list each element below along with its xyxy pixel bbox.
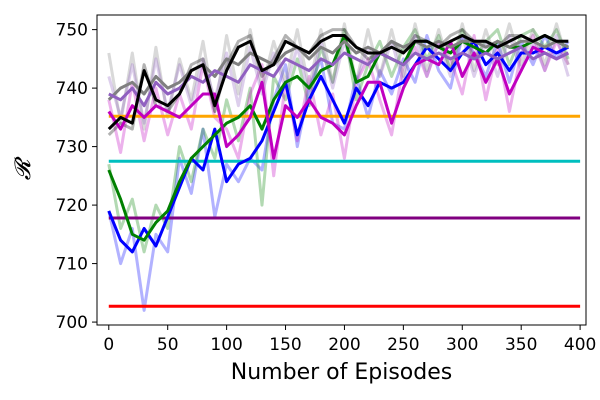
x-tick-label: 300 [446,335,478,355]
series-line-2 [107,39,569,160]
y-tick-label: 720 [56,196,88,216]
baseline-layer [108,114,581,308]
x-tick-label: 100 [210,335,242,355]
y-axis-label: 𝓡 [11,156,36,180]
x-axis-label: Number of Episodes [231,360,452,385]
x-tick-label: 350 [505,335,537,355]
x-tick-label: 150 [269,335,301,355]
x-tick-label: 400 [564,335,596,355]
y-tick-label: 710 [56,255,88,275]
y-tick-label: 730 [56,138,88,158]
y-tick-label: 750 [56,21,88,41]
series-line-1 [107,34,569,242]
x-tick-label: 0 [103,335,114,355]
series-layer [107,34,569,254]
series-line-5 [107,34,569,131]
x-tick-label: 200 [328,335,360,355]
raw-series-line-1 [107,28,570,254]
y-tick-label: 700 [56,313,88,333]
ticks-layer: 0 50 100 150 200 250 300 350 400 700 710 720 730 740 7… [56,21,597,355]
x-tick-label: 50 [157,335,179,355]
plot-frame [96,14,587,326]
y-tick-label: 740 [56,79,88,99]
x-tick-label: 250 [387,335,419,355]
